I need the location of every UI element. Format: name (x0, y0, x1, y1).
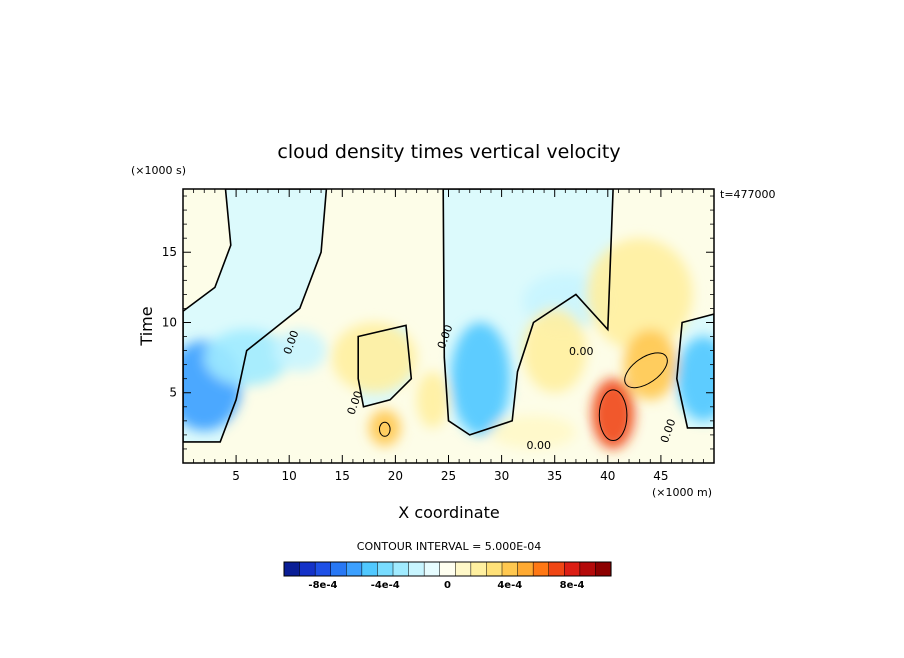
colorbar-tick-label: 4e-4 (497, 580, 522, 591)
x-tick-label: 30 (494, 469, 509, 483)
colorbar-swatch (595, 561, 612, 577)
colorbar-swatch (283, 561, 301, 577)
negative-blob (676, 336, 714, 421)
colorbar-tick-label: -4e-4 (371, 580, 400, 591)
positive-blob (586, 238, 693, 351)
colorbar-swatch (564, 561, 581, 577)
zero-contour (357, 324, 413, 408)
contour-label: 0.00 (527, 439, 552, 452)
y-tick-label: 5 (169, 386, 177, 400)
y-axis-title: Time (137, 306, 156, 346)
negative-blob (450, 322, 511, 435)
positive-blob (368, 409, 401, 447)
colorbar (283, 561, 612, 577)
colorbar-swatch (548, 561, 565, 577)
positive-blob (331, 322, 417, 393)
colorbar-swatch (455, 561, 472, 577)
negative-blob (204, 329, 290, 386)
colorbar-tick-label: -8e-4 (308, 580, 337, 591)
colorbar-swatch (517, 561, 534, 577)
x-tick-label: 25 (441, 469, 456, 483)
colorbar-swatch (486, 561, 503, 577)
inner-contour (624, 352, 668, 389)
zero-contour (183, 189, 328, 443)
colorbar-swatch (439, 561, 456, 577)
inner-contour (378, 421, 391, 437)
colorbar-tick-label: 8e-4 (560, 580, 585, 591)
colorbar-frame (283, 561, 612, 577)
colorbar-swatch (579, 561, 596, 577)
inner-contour (598, 389, 628, 442)
y-tick-label: 15 (162, 245, 177, 259)
x-unit-label: (×1000 m) (652, 486, 712, 499)
colorbar-swatch (470, 561, 487, 577)
y-axis: 5 10 15 (162, 195, 714, 450)
positive-blob (591, 378, 635, 449)
x-axis: 5 10 15 20 25 30 35 40 45 (193, 189, 704, 483)
y-tick-label: 10 (162, 315, 177, 329)
y-unit-label: (×1000 s) (131, 164, 186, 177)
x-axis-title: X coordinate (398, 503, 499, 522)
positive-blob (416, 371, 449, 428)
colorbar-swatch (392, 561, 410, 577)
x-tick-label: 10 (282, 469, 297, 483)
zero-contour (442, 189, 614, 436)
x-tick-label: 20 (388, 469, 403, 483)
x-tick-label: 45 (653, 469, 668, 483)
positive-blob (623, 329, 677, 400)
contour-interval-text: CONTOUR INTERVAL = 5.000E-04 (357, 540, 541, 553)
colorbar-tick-label: 0 (444, 580, 451, 591)
negative-blob (273, 329, 327, 372)
x-tick-label: 5 (232, 469, 240, 483)
colorbar-swatch (314, 561, 332, 577)
zero-contour (675, 313, 714, 429)
colorbar-ticks: -8e-4 -4e-4 0 4e-4 8e-4 (308, 580, 584, 591)
colorbar-swatch (346, 561, 363, 577)
colorbar-swatch (299, 561, 316, 577)
colorbar-swatch (532, 561, 550, 577)
positive-blob (490, 415, 576, 449)
x-tick-label: 35 (547, 469, 562, 483)
colorbar-swatch (361, 561, 378, 577)
colorbar-swatch (408, 561, 425, 577)
colorbar-swatch (423, 561, 441, 577)
contour-label: 0.00 (569, 345, 594, 358)
plot-area: 0.000.000.000.000.000.00 (183, 189, 714, 463)
x-tick-label: 40 (600, 469, 615, 483)
colorbar-swatch (330, 561, 347, 577)
colorbar-swatch (501, 561, 519, 577)
value-blob-layer (183, 238, 714, 449)
time-label: t=477000 (720, 188, 776, 201)
positive-blob (522, 308, 587, 393)
colorbar-swatch (377, 561, 394, 577)
x-tick-label: 15 (335, 469, 350, 483)
chart-title: cloud density times vertical velocity (277, 141, 620, 163)
